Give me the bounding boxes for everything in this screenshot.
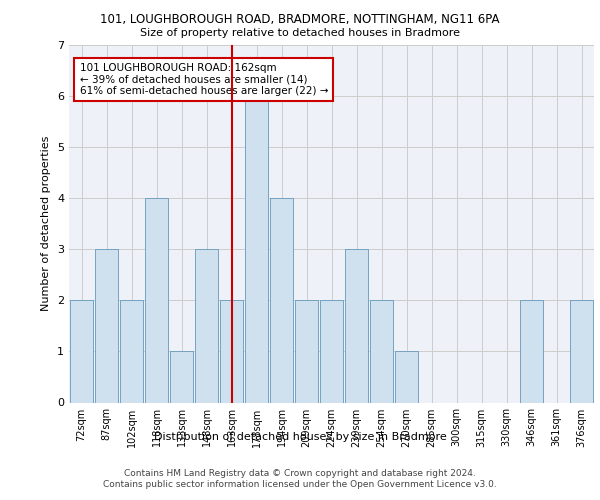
Bar [145, 198, 168, 402]
Text: Contains public sector information licensed under the Open Government Licence v3: Contains public sector information licen… [103, 480, 497, 489]
Bar [295, 300, 318, 402]
Text: 101 LOUGHBOROUGH ROAD: 162sqm
← 39% of detached houses are smaller (14)
61% of s: 101 LOUGHBOROUGH ROAD: 162sqm ← 39% of d… [79, 63, 328, 96]
Y-axis label: Number of detached properties: Number of detached properties [41, 136, 52, 312]
Text: Distribution of detached houses by size in Bradmore: Distribution of detached houses by size … [154, 432, 446, 442]
Text: Contains HM Land Registry data © Crown copyright and database right 2024.: Contains HM Land Registry data © Crown c… [124, 469, 476, 478]
Bar [320, 300, 343, 402]
Bar [95, 250, 118, 402]
Text: Size of property relative to detached houses in Bradmore: Size of property relative to detached ho… [140, 28, 460, 38]
Bar [345, 250, 368, 402]
Text: 101, LOUGHBOROUGH ROAD, BRADMORE, NOTTINGHAM, NG11 6PA: 101, LOUGHBOROUGH ROAD, BRADMORE, NOTTIN… [100, 12, 500, 26]
Bar [395, 352, 418, 403]
Bar [120, 300, 143, 402]
Bar [220, 300, 243, 402]
Bar [170, 352, 193, 403]
Bar [245, 96, 268, 402]
Bar [70, 300, 93, 402]
Bar [570, 300, 593, 402]
Bar [195, 250, 218, 402]
Bar [520, 300, 543, 402]
Bar [270, 198, 293, 402]
Bar [370, 300, 393, 402]
